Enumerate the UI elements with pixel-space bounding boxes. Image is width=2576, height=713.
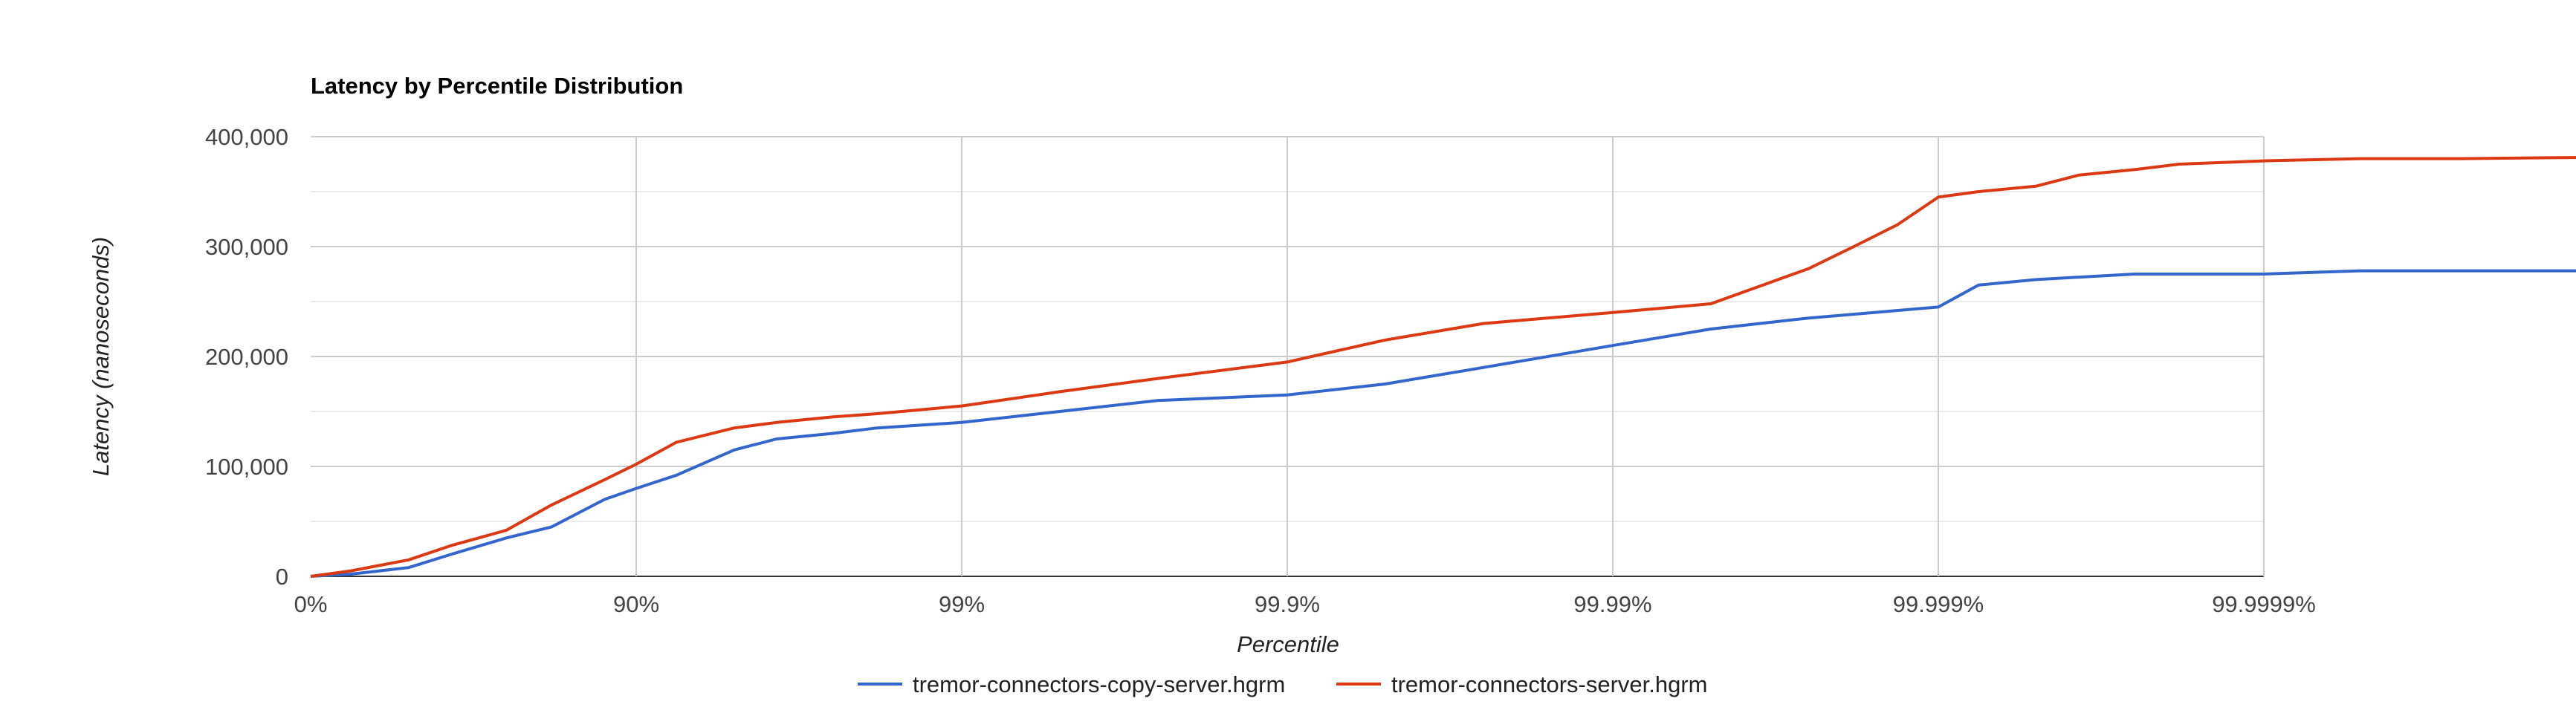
- x-tick-label: 99.99%: [1573, 591, 1651, 617]
- chart-title: Latency by Percentile Distribution: [311, 73, 683, 99]
- x-tick-label: 90%: [613, 591, 659, 617]
- x-tick-label: 99.9%: [1255, 591, 1320, 617]
- grid-layer: [311, 136, 2265, 577]
- y-tick-label: 100,000: [205, 454, 288, 480]
- legend-label: tremor-connectors-copy-server.hgrm: [913, 671, 1285, 697]
- y-tick-label: 400,000: [205, 124, 288, 150]
- y-axis-label: Latency (nanoseconds): [88, 237, 114, 476]
- legend-label: tremor-connectors-server.hgrm: [1391, 671, 1708, 697]
- x-axis-label: Percentile: [1237, 631, 1339, 657]
- series-line: [310, 156, 2576, 578]
- x-tick-label: 99%: [939, 591, 985, 617]
- x-tick-label: 99.9999%: [2212, 591, 2316, 617]
- legend: tremor-connectors-copy-server.hgrm tremor…: [858, 671, 1708, 697]
- x-tick-label: 99.999%: [1893, 591, 1984, 617]
- x-tick-label: 0%: [294, 591, 328, 617]
- y-tick-label: 300,000: [205, 234, 288, 260]
- y-tick-label: 200,000: [205, 344, 288, 370]
- series-line: [310, 269, 2576, 578]
- y-tick-label: 0: [276, 564, 288, 590]
- series-layer: [310, 156, 2576, 578]
- tick-labels: 0 100,000 200,000 300,000 400,000 0% 90% 99% 99.…: [205, 124, 2316, 617]
